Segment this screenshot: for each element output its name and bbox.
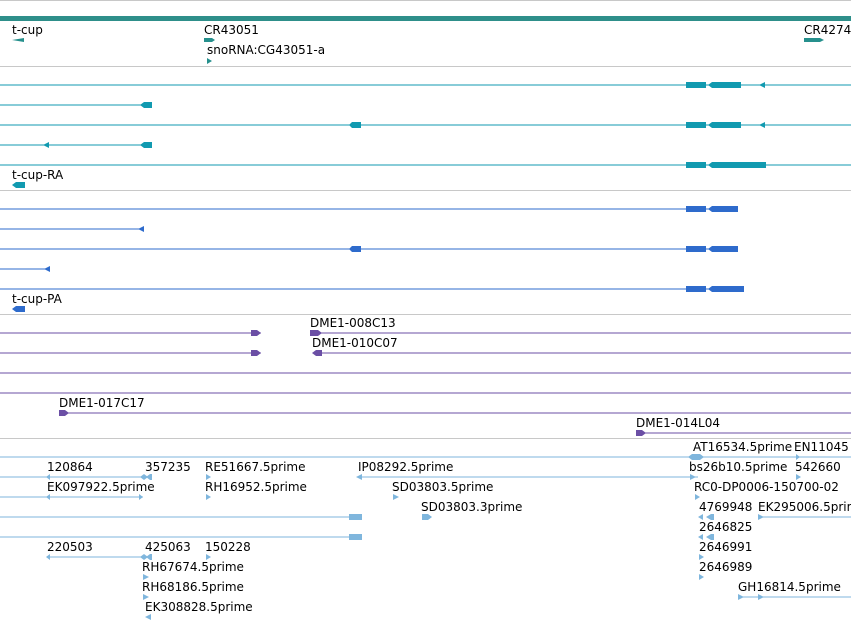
bac-row[interactable] xyxy=(636,430,851,436)
est-row[interactable] xyxy=(145,614,151,620)
gene-feature-cr4274[interactable] xyxy=(804,38,824,42)
est-label: EK308828.5prime xyxy=(145,600,253,614)
est-row[interactable] xyxy=(143,594,851,600)
est-label: bs26b10.5prime xyxy=(689,460,787,474)
cds-row[interactable] xyxy=(0,246,738,252)
ruler-bar xyxy=(0,16,851,21)
bac-label-dme1-008c13: DME1-008C13 xyxy=(310,316,396,330)
est-label: RH67674.5prime xyxy=(142,560,244,574)
est-label: 220503 xyxy=(47,540,93,554)
transcript-row[interactable] xyxy=(0,122,851,128)
est-row[interactable] xyxy=(0,494,700,500)
protein-feature-t-cup-pa[interactable] xyxy=(12,306,25,312)
gene-feature-t-cup[interactable] xyxy=(12,38,24,42)
cds-row[interactable] xyxy=(0,266,50,272)
bac-label-dme1-014l04: DME1-014L04 xyxy=(636,416,720,430)
est-label: 150228 xyxy=(205,540,251,554)
bac-label-dme1-010c07: DME1-010C07 xyxy=(312,336,398,350)
protein-track: t-cup-PA xyxy=(0,206,744,312)
transcript-row[interactable] xyxy=(0,82,851,88)
est-label: EK097922.5prime xyxy=(47,480,155,494)
cds-row[interactable] xyxy=(0,206,738,212)
gene-feature-snorna[interactable] xyxy=(207,58,212,64)
est-label: 542660 xyxy=(795,460,841,474)
gene-feature-cr43051[interactable] xyxy=(204,38,215,42)
protein-label: t-cup-PA xyxy=(12,292,63,306)
est-label: RE51667.5prime xyxy=(205,460,306,474)
gene-label-snorna: snoRNA:CG43051-a xyxy=(207,43,325,57)
est-label: RC0-DP0006-150700-02 xyxy=(694,480,839,494)
est-label: SD03803.3prime xyxy=(421,500,522,514)
cds-row[interactable] xyxy=(0,226,144,232)
est-label: 4769948 xyxy=(699,500,752,514)
est-label: 2646991 xyxy=(699,540,752,554)
transcript-track: t-cup-RA xyxy=(0,82,851,188)
bac-row[interactable] xyxy=(312,350,851,356)
gene-label-cr4274: CR4274 xyxy=(804,23,851,37)
est-label: EK295006.5prime xyxy=(758,500,851,514)
est-label: 425063 xyxy=(145,540,191,554)
est-label: 357235 xyxy=(145,460,191,474)
transcript-feature-t-cup-ra[interactable] xyxy=(12,182,25,188)
est-row[interactable] xyxy=(0,534,714,540)
est-row[interactable] xyxy=(0,474,801,480)
gene-track: t-cup CR43051 snoRNA:CG43051-a CR4274 xyxy=(12,23,851,64)
est-label: IP08292.5prime xyxy=(358,460,453,474)
bac-label-dme1-017c17: DME1-017C17 xyxy=(59,396,145,410)
bac-clone-track: DME1-008C13 DME1-010C07 DME1-017C17 DME1… xyxy=(0,316,851,436)
est-row[interactable] xyxy=(46,554,704,560)
est-row[interactable] xyxy=(0,514,851,520)
gene-label-t-cup: t-cup xyxy=(12,23,43,37)
est-label: 2646989 xyxy=(699,560,752,574)
est-row[interactable] xyxy=(0,454,851,460)
gene-label-cr43051: CR43051 xyxy=(204,23,259,37)
est-track: AT16534.5prime EN11045 120864 357235 RE5… xyxy=(0,440,851,620)
est-label: EN11045 xyxy=(794,440,849,454)
est-label: RH16952.5prime xyxy=(205,480,307,494)
cds-row[interactable] xyxy=(0,286,744,292)
est-label: SD03803.5prime xyxy=(392,480,493,494)
bac-row[interactable] xyxy=(0,330,261,336)
transcript-label: t-cup-RA xyxy=(12,168,64,182)
est-label: 120864 xyxy=(47,460,93,474)
est-label: GH16814.5prime xyxy=(738,580,841,594)
transcript-row[interactable] xyxy=(0,162,851,168)
bac-row[interactable] xyxy=(310,330,851,336)
transcript-row[interactable] xyxy=(0,102,152,108)
est-label: AT16534.5prime xyxy=(693,440,792,454)
est-label: 2646825 xyxy=(699,520,752,534)
transcript-row[interactable] xyxy=(0,142,152,148)
est-row[interactable] xyxy=(143,574,704,580)
bac-row[interactable] xyxy=(0,350,261,356)
est-label: RH68186.5prime xyxy=(142,580,244,594)
bac-row[interactable] xyxy=(59,410,851,416)
